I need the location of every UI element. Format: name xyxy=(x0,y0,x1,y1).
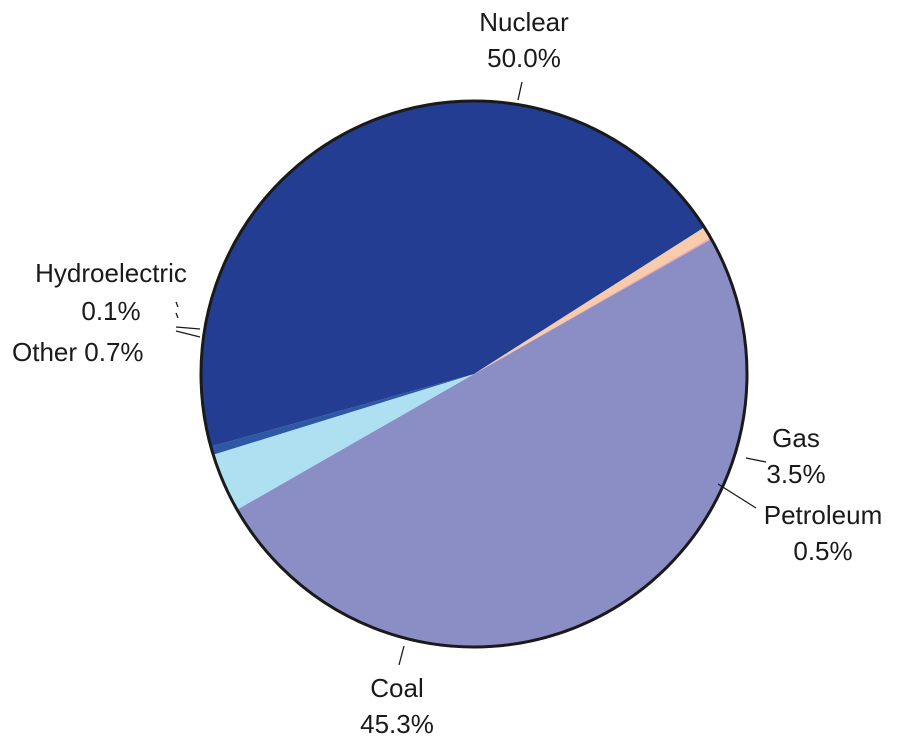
label-nuclear-value: 50.0% xyxy=(487,43,561,73)
label-petroleum-value: 0.5% xyxy=(793,536,852,566)
label-other-name: Other xyxy=(12,337,77,367)
leader-hydro-tick xyxy=(175,301,179,319)
slice-gas xyxy=(213,374,474,510)
leader-gas xyxy=(745,457,767,463)
slice-petroleum xyxy=(210,374,474,455)
pie-outline xyxy=(199,99,749,649)
leader-lines xyxy=(175,81,767,666)
pie-slices xyxy=(201,101,747,647)
label-coal-name: Coal xyxy=(370,673,423,703)
label-petroleum-name: Petroleum xyxy=(764,500,883,530)
label-hydroelectric-name: Hydroelectric xyxy=(35,258,187,288)
slice-hydroelectric xyxy=(474,237,712,374)
leader-petroleum xyxy=(717,483,757,509)
label-gas-value: 3.5% xyxy=(766,459,825,489)
leader-nuclear xyxy=(517,81,523,101)
slice-other xyxy=(474,227,711,374)
label-other-value: 0.7% xyxy=(84,337,143,367)
label-hydroelectric-value: 0.1% xyxy=(81,296,140,326)
slice-nuclear xyxy=(237,239,747,647)
leader-hydroelectric xyxy=(175,326,201,330)
label-nuclear-name: Nuclear xyxy=(479,7,569,37)
leader-other xyxy=(175,330,201,338)
label-coal-value: 45.3% xyxy=(360,709,434,739)
label-gas-name: Gas xyxy=(772,423,820,453)
leader-coal xyxy=(398,645,405,666)
slice-coal xyxy=(201,101,705,447)
label-other: Other 0.7% xyxy=(12,337,144,367)
